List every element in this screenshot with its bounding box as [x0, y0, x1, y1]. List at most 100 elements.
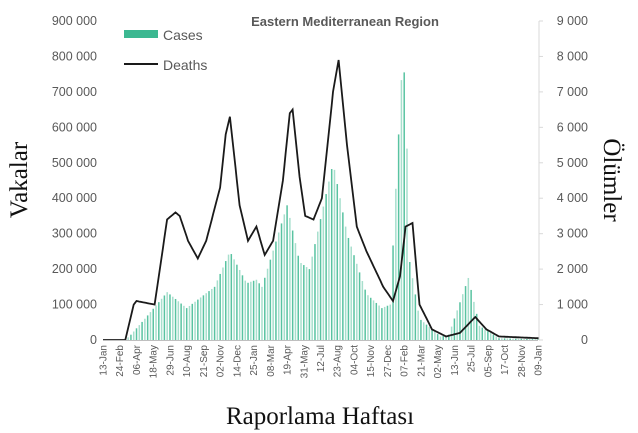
x-tick-label: 24-Feb: [115, 345, 126, 377]
cases-bar: [528, 339, 531, 340]
cases-bar: [238, 269, 241, 340]
cases-bar: [211, 288, 213, 340]
cases-bar: [484, 329, 486, 340]
cases-bar: [138, 325, 141, 340]
x-tick-label: 05-Sep: [483, 345, 494, 378]
cases-bar: [473, 301, 475, 340]
y-tick-label: 300 000: [52, 227, 97, 241]
cases-bar: [297, 255, 299, 340]
cases-bar: [300, 263, 302, 340]
cases-bar: [395, 188, 397, 340]
y2-tick-label: 2 000: [557, 262, 588, 276]
x-tick-label: 15-Nov: [366, 345, 377, 377]
cases-bar: [236, 264, 238, 340]
cases-bar: [495, 336, 497, 340]
cases-bar: [464, 286, 467, 340]
cases-bar: [216, 280, 219, 340]
x-tick-label: 14-Dec: [232, 345, 243, 377]
y2-tick-label: 9 000: [557, 14, 588, 28]
cases-bar: [252, 280, 255, 340]
cases-bar: [169, 294, 171, 340]
cases-bar: [317, 231, 319, 340]
cases-bar: [219, 273, 221, 340]
cases-bar: [163, 295, 166, 340]
cases-bar: [322, 206, 325, 340]
cases-bar: [330, 169, 333, 340]
cases-bar: [289, 217, 291, 340]
chart-title: Eastern Mediterranean Region: [251, 14, 439, 29]
cases-bar: [155, 305, 157, 340]
legend-cases-swatch: [124, 30, 158, 38]
cases-bar: [205, 293, 207, 340]
cases-bar: [314, 244, 316, 340]
cases-bar: [470, 289, 472, 340]
cases-bar: [445, 335, 447, 340]
cases-bar: [450, 326, 453, 340]
cases-bar: [353, 255, 355, 340]
cases-bar: [462, 294, 464, 340]
cases-bar: [506, 338, 509, 340]
cases-bar: [531, 339, 534, 340]
x-tick-label: 18-May: [149, 345, 160, 378]
cases-bar: [369, 297, 372, 340]
cases-bar: [417, 310, 419, 340]
y-tick-label: 600 000: [52, 120, 97, 134]
cases-bar: [250, 281, 252, 340]
y2-tick-label: 5 000: [557, 156, 588, 170]
cases-bar: [344, 226, 347, 340]
cases-bar: [291, 230, 294, 340]
y2-tick-label: 7 000: [557, 85, 588, 99]
cases-bar: [194, 301, 196, 340]
cases-bar: [266, 268, 269, 340]
cases-bar: [403, 72, 405, 341]
cases-bar: [459, 302, 461, 340]
x-tick-label: 02-May: [433, 345, 444, 378]
cases-bar: [361, 281, 364, 340]
x-tick-label: 21-Sep: [199, 345, 210, 378]
cases-bars: [127, 72, 539, 341]
cases-bar: [199, 297, 202, 340]
cases-bar: [375, 302, 378, 340]
cases-bar: [149, 312, 152, 340]
cases-bar: [158, 302, 160, 340]
x-tick-label: 23-Aug: [333, 345, 344, 377]
y2-tick-label: 4 000: [557, 191, 588, 205]
cases-bar: [258, 283, 260, 340]
cases-bar: [467, 277, 470, 340]
x-tick-label: 28-Nov: [517, 345, 528, 377]
cases-bar: [174, 298, 177, 340]
cases-bar: [328, 181, 330, 340]
cases-bar: [339, 198, 341, 340]
x-tick-label: 29-Jun: [165, 345, 176, 376]
x-tick-label: 25-Jan: [249, 345, 260, 376]
cases-bar: [448, 334, 450, 340]
cases-bar: [411, 278, 414, 340]
cases-bar: [439, 336, 442, 340]
y2-tick-label: 1 000: [557, 298, 588, 312]
cases-bar: [227, 254, 230, 340]
cases-bar: [414, 294, 417, 340]
cases-bar: [311, 256, 313, 340]
y-axis-title: Vakalar: [6, 141, 33, 218]
cases-bar: [431, 329, 433, 340]
cases-bar: [386, 305, 389, 340]
cases-bar: [364, 289, 366, 340]
cases-bar: [442, 335, 444, 340]
cases-bar: [509, 338, 511, 340]
cases-bar: [436, 334, 439, 340]
x-tick-label: 31-May: [299, 345, 310, 378]
cases-bar: [191, 303, 194, 340]
x-tick-label: 25-Jul: [467, 345, 478, 372]
x-tick-label: 17-Oct: [500, 345, 511, 375]
cases-bar: [224, 261, 227, 340]
cases-bar: [264, 277, 266, 340]
x-tick-label: 09-Jan: [534, 345, 545, 376]
cases-bar: [389, 304, 392, 340]
cases-bar: [269, 259, 272, 340]
cases-bar: [523, 338, 525, 340]
deaths-line: [103, 59, 540, 341]
cases-bar: [283, 214, 286, 340]
cases-bar: [434, 331, 436, 340]
cases-bar: [378, 305, 380, 340]
